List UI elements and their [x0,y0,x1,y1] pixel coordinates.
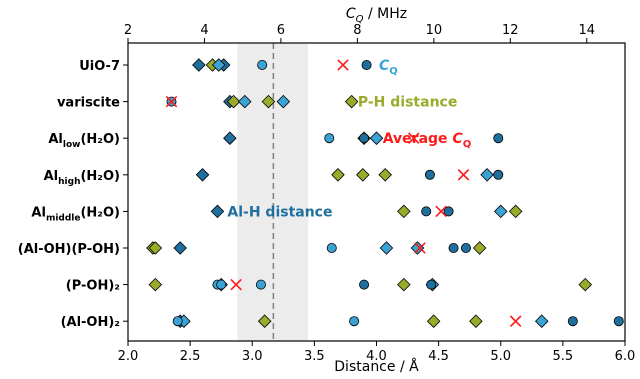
al-h-distance-marker [192,58,206,72]
cq-circle-marker [493,133,504,144]
p-h-distance-marker [397,204,411,219]
row-label: (Al-OH)₂ [61,315,120,330]
cq-circle-marker [443,206,454,217]
x-tick-label: 2.5 [180,349,201,364]
p-h-distance-marker [426,314,441,328]
row-label: (Al-OH)(P-OH) [18,242,120,257]
average-cq-stroke [165,95,178,108]
average-cq-marker [435,205,447,218]
p-h-distance-marker [469,314,483,328]
top-tick-label: 6 [277,23,285,38]
average-cq-stroke [457,169,470,181]
cq-diamond-marker [480,168,494,182]
average-cq-marker [457,169,470,181]
p-h-distance-marker [508,204,523,219]
average-cq-marker [230,278,242,291]
p-h-distance-marker [257,314,272,328]
row-label: UiO-7 [79,59,120,74]
p-h-distance-marker [148,277,163,292]
cq-circle-marker [426,279,437,290]
x-tick-label: 3.5 [304,349,325,364]
top-tick-label: 2 [124,23,132,38]
top-tick-label: 8 [353,23,361,38]
cq-circle-marker [172,316,183,327]
row-label: variscite [57,96,120,111]
cq-circle-marker [255,279,266,290]
cq-circle-marker [421,206,432,217]
row-label: Almiddle(H₂O) [31,205,120,223]
average-cq-marker [165,95,178,108]
average-cq-marker [414,242,426,254]
row-label: (P-OH)₂ [66,279,120,294]
average-cq-stroke [509,315,522,327]
cq-circle-marker [424,169,435,180]
x-tick-label: 6.0 [615,349,636,364]
cq-circle-marker [359,279,370,290]
cq-diamond-marker [493,204,508,219]
cq-circle-marker [493,169,504,180]
cq-circle-marker [324,133,335,144]
al-h-distance-marker [173,241,187,255]
annotation-label: Average CQ [383,131,472,150]
p-h-distance-marker [226,94,241,109]
top-tick-label: 10 [426,23,443,38]
cq-circle-marker [361,60,372,71]
average-cq-marker [509,315,522,327]
annotation-label: CQ [379,58,398,77]
al-h-distance-marker [223,131,237,145]
top-tick-label: 14 [578,23,595,38]
cq-diamond-marker [534,314,549,328]
average-cq-stroke [230,278,242,291]
top-tick-label: 12 [502,23,519,38]
cq-diamond-marker [211,58,226,72]
average-cq-stroke [414,242,426,254]
cq-circle-marker [349,316,360,327]
average-cq-marker [337,59,349,71]
p-h-distance-marker [331,168,345,182]
cq-diamond-marker [369,131,384,145]
x-tick-label: 2.0 [118,349,139,364]
top-tick-label: 4 [200,23,208,38]
cq-circle-marker [460,242,471,253]
p-h-distance-marker [344,94,359,109]
cq-circle-marker [567,316,578,327]
plot-frame [127,42,626,342]
x-tick-label: 5.0 [490,349,511,364]
cq-diamond-marker [410,241,425,255]
x-tick-label: 4.5 [428,349,449,364]
cq-diamond-marker [379,241,394,255]
cq-diamond-marker [276,94,291,109]
p-h-distance-marker [148,241,163,255]
p-h-distance-marker [397,277,411,292]
x-tick-label: 5.5 [553,349,574,364]
top-axis-label: CQ / MHz [346,6,407,25]
cq-diamond-marker [238,94,252,109]
p-h-distance-marker [261,94,276,109]
annotation-label: Al-H distance [227,204,332,220]
average-cq-marker [408,132,420,144]
average-cq-stroke [435,205,447,218]
p-h-distance-marker [578,277,593,292]
p-h-distance-marker [378,168,392,182]
row-label: Allow(H₂O) [48,132,120,150]
shaded-band [237,43,309,341]
cq-circle-marker [359,133,370,144]
cq-circle-marker [216,279,227,290]
average-cq-stroke [337,59,349,71]
cq-circle-marker [448,242,459,253]
p-h-distance-marker [472,241,487,255]
cq-circle-marker [613,316,624,327]
cq-circle-marker [326,242,337,253]
average-cq-stroke [408,132,420,144]
cq-circle-marker [257,60,268,71]
x-axis-label: Distance / Å [334,358,419,375]
al-h-distance-marker [195,168,210,182]
annotation-label: P-H distance [358,95,457,111]
x-tick-label: 3.0 [242,349,263,364]
x-tick-label: 4.0 [366,349,387,364]
al-h-distance-marker [210,204,225,219]
row-label: Alhigh(H₂O) [44,169,120,187]
p-h-distance-marker [356,168,370,182]
